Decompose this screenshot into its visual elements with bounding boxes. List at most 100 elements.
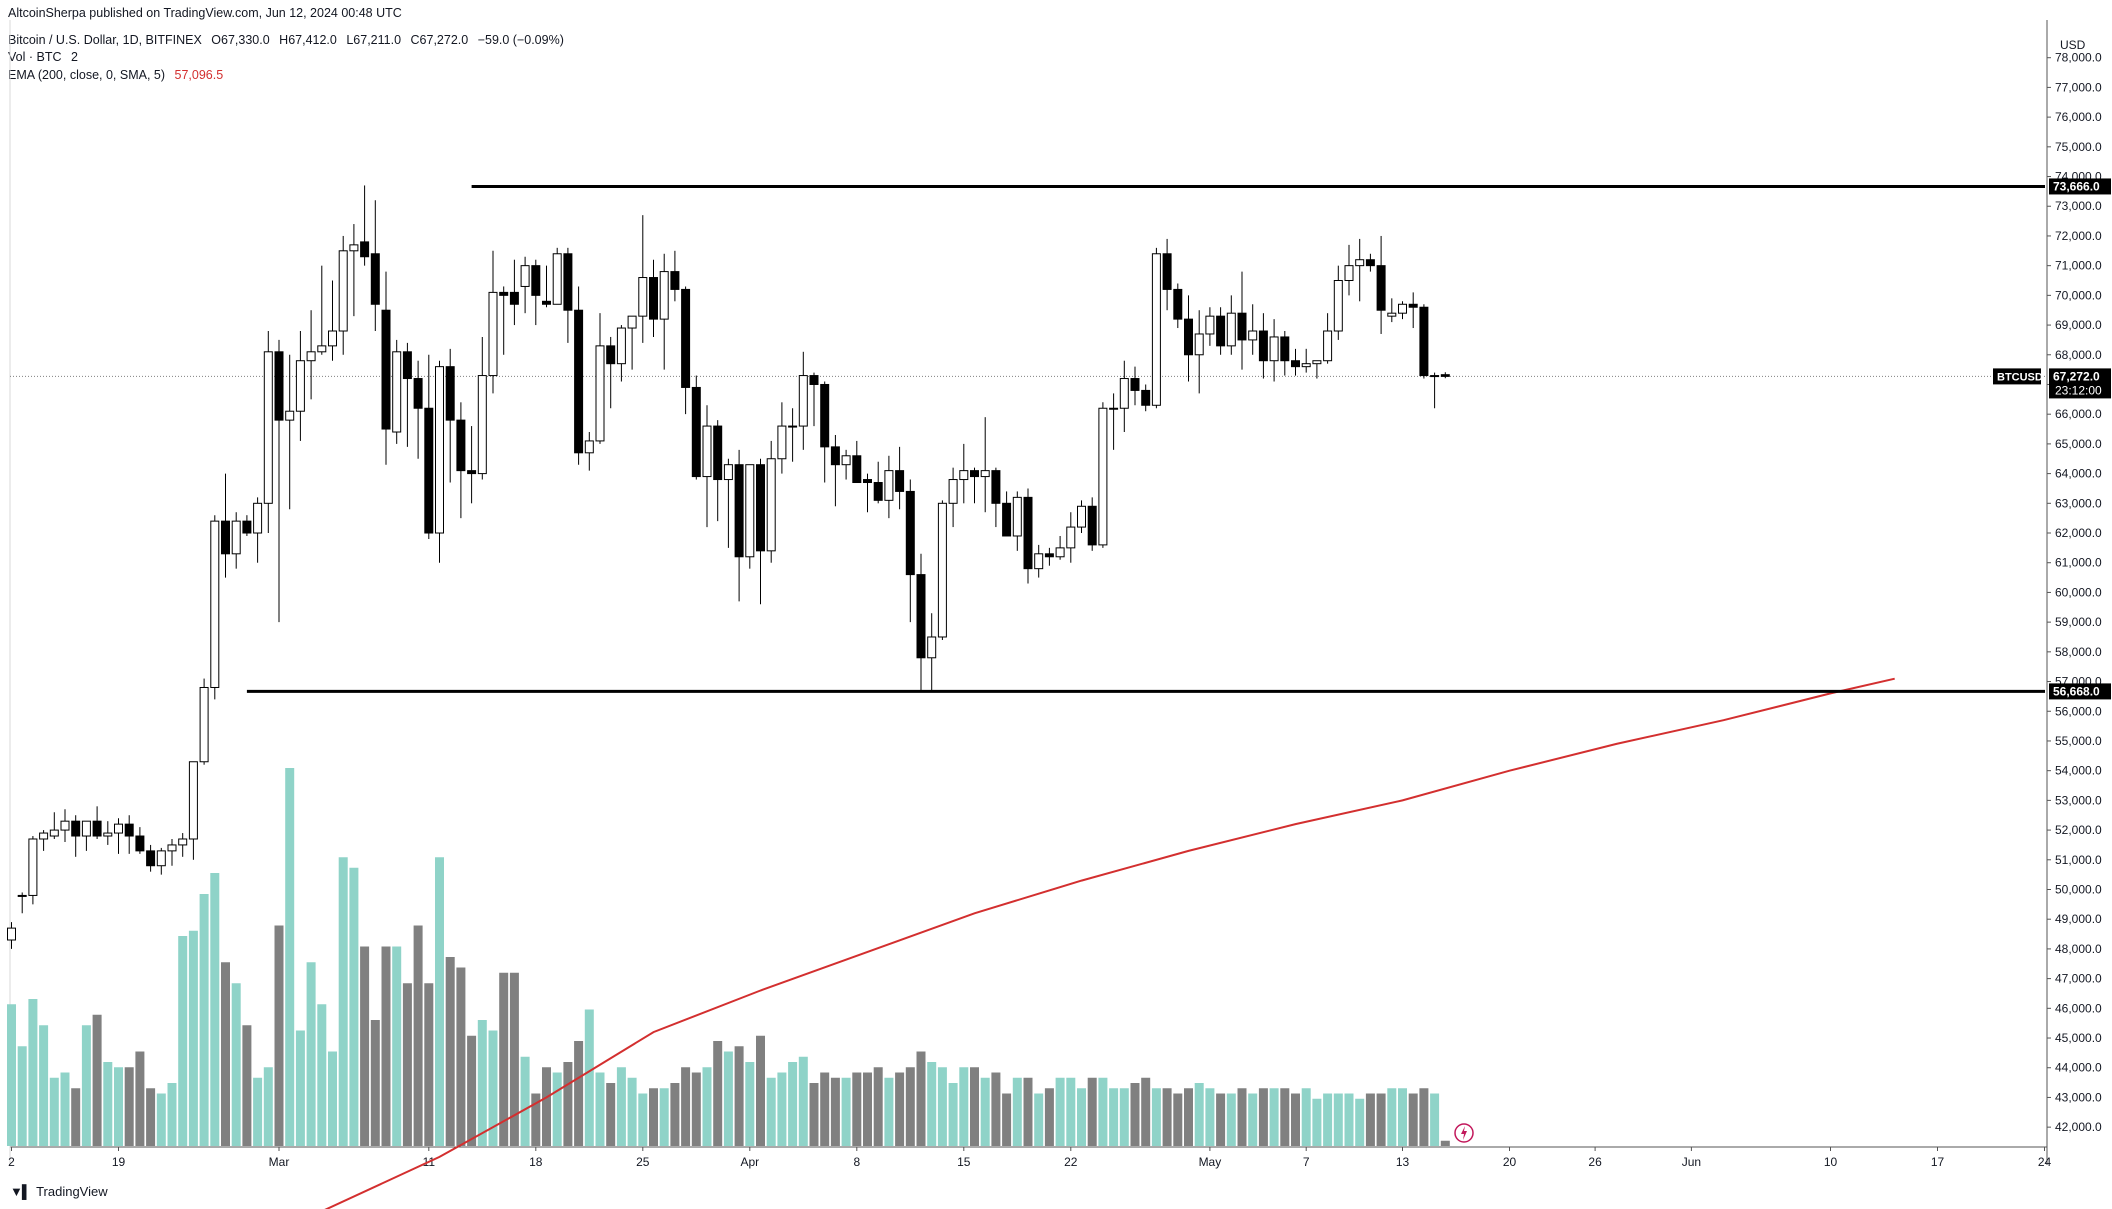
candle-body <box>488 291 498 377</box>
y-tick-label: 73,000.0 <box>2055 199 2102 213</box>
candle-body <box>659 271 669 320</box>
candle-body <box>360 241 370 258</box>
candle-body <box>263 351 273 504</box>
candle-body <box>1098 407 1108 546</box>
candle-body <box>509 291 519 305</box>
ema-label[interactable]: EMA (200, close, 0, SMA, 5) <box>8 68 166 82</box>
volume-bar <box>285 768 295 1146</box>
x-tick-label: 24 <box>2038 1155 2052 1169</box>
candle-body <box>520 265 530 287</box>
volume-bar <box>542 1067 551 1146</box>
candle-body <box>1162 253 1172 290</box>
x-tick-label: 25 <box>636 1155 650 1169</box>
x-tick-label: 26 <box>1588 1155 1602 1169</box>
volume-bar <box>306 962 316 1146</box>
candle-body <box>146 850 156 867</box>
candle-body <box>937 502 947 638</box>
volume-bar <box>531 1093 541 1146</box>
candle-body <box>1173 288 1183 320</box>
candle-body <box>285 410 295 421</box>
y-tick-label: 70,000.0 <box>2055 288 2102 302</box>
volume-bar <box>92 1014 102 1146</box>
y-tick-label: 71,000.0 <box>2055 259 2102 273</box>
candle-body <box>606 345 616 365</box>
volume-bar <box>830 1077 840 1146</box>
volume-bar <box>317 1004 327 1146</box>
volume-label[interactable]: Vol · BTC <box>8 50 62 64</box>
volume-bar <box>124 1067 134 1146</box>
volume-bar <box>360 946 370 1146</box>
volume-bar <box>60 1072 70 1146</box>
y-tick-label: 69,000.0 <box>2055 318 2102 332</box>
candle-body <box>863 479 872 484</box>
candle-body <box>477 375 487 475</box>
volume-bar <box>1387 1088 1397 1146</box>
symbol-title[interactable]: Bitcoin / U.S. Dollar, 1D, BITFINEX <box>8 33 202 47</box>
candle-body <box>595 345 605 442</box>
candle-body <box>445 366 455 421</box>
candle-body <box>948 479 958 504</box>
y-tick-label: 62,000.0 <box>2055 526 2102 540</box>
volume-bar <box>691 1072 701 1146</box>
candle-body <box>17 894 27 897</box>
x-tick-label: 17 <box>1931 1155 1945 1169</box>
volume-bar <box>167 1083 177 1146</box>
volume-bar <box>777 1072 787 1146</box>
candle-body <box>734 464 744 558</box>
volume-bar <box>242 1025 252 1146</box>
volume-bar <box>17 1046 27 1146</box>
candle-body <box>253 502 263 534</box>
volume-bar <box>1430 1093 1440 1146</box>
candle-body <box>1109 407 1119 410</box>
y-tick-label: 55,000.0 <box>2055 734 2102 748</box>
candle-body <box>28 838 38 896</box>
candle-body <box>766 458 776 552</box>
x-tick-label: 13 <box>1396 1155 1410 1169</box>
candle-body <box>60 820 70 831</box>
candle-body <box>1151 253 1161 406</box>
candle-body <box>317 345 327 353</box>
volume-bar <box>884 1077 894 1146</box>
candle-body <box>7 927 16 941</box>
candle-body <box>114 823 123 834</box>
volume-bar <box>1237 1088 1247 1146</box>
volume-bar <box>370 1020 380 1146</box>
y-tick-label: 46,000.0 <box>2055 1001 2102 1015</box>
candle-body <box>349 244 359 252</box>
ema-legend: EMA (200, close, 0, SMA, 5) 57,096.5 <box>8 68 229 82</box>
y-tick-label: 54,000.0 <box>2055 764 2102 778</box>
candle-body <box>49 829 59 837</box>
candle-body <box>1055 547 1065 558</box>
tradingview-logo[interactable]: ▼▌ TradingView <box>10 1184 108 1199</box>
volume-bar <box>1173 1093 1183 1146</box>
candle-body <box>1398 303 1407 314</box>
candle-body <box>71 820 81 837</box>
candle-body <box>1226 312 1236 347</box>
volume-bar <box>1280 1088 1290 1146</box>
candle-body <box>199 686 209 763</box>
volume-bar <box>584 1009 594 1146</box>
volume-bar <box>477 1020 487 1146</box>
close-value: C67,272.0 <box>410 33 469 47</box>
volume-bar <box>1419 1088 1429 1146</box>
lightning-icon <box>1454 1123 1474 1143</box>
candle-body <box>1216 315 1226 347</box>
y-tick-label: 42,000.0 <box>2055 1120 2102 1134</box>
volume-bar <box>445 957 455 1146</box>
volume-bar <box>156 1093 166 1146</box>
volume-bar <box>574 1041 584 1146</box>
candle-body <box>820 383 830 448</box>
candle-body <box>1333 280 1343 332</box>
candle-body <box>552 253 562 305</box>
candle-body <box>723 464 733 481</box>
volume-bar <box>1119 1088 1129 1146</box>
volume-bar <box>328 1051 337 1146</box>
candle-body <box>295 360 305 412</box>
candle-body <box>574 309 584 454</box>
candle-body <box>1312 360 1322 365</box>
volume-bar <box>221 962 230 1146</box>
volume-bar <box>1044 1088 1054 1146</box>
countdown-label: 23:12:00 <box>2055 383 2102 397</box>
levels-group <box>10 184 2045 693</box>
